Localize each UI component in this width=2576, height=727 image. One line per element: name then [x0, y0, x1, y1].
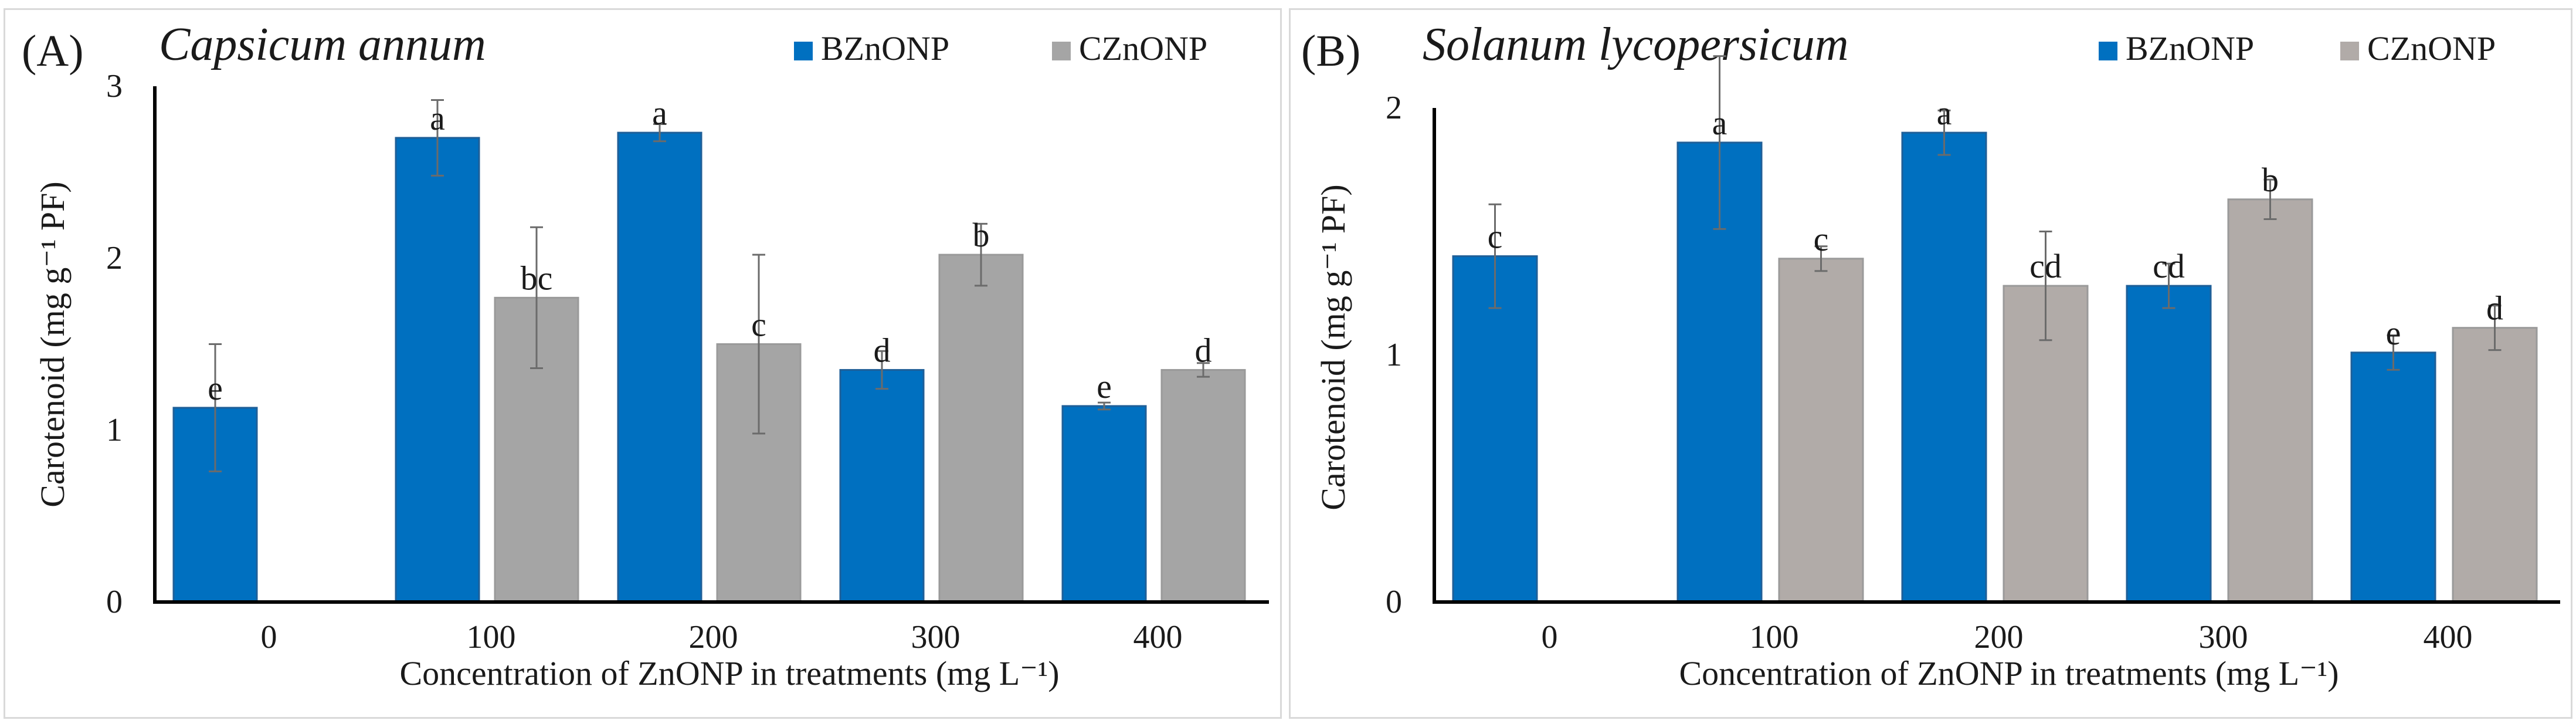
x-tick-label-a-4: 400 [1133, 619, 1183, 655]
y-tick-label-a-1: 1 [106, 412, 123, 448]
y-tick-label-b-2: 2 [1386, 90, 1402, 126]
bar-b-1-3 [2227, 198, 2313, 603]
legend-swatch-a-0 [794, 42, 813, 60]
significance-label-b-0-2: a [1937, 94, 1952, 132]
significance-label-b-0-3: cd [2153, 247, 2185, 285]
significance-label-b-0-0: c [1488, 218, 1503, 256]
panel-tag-b: (B) [1301, 26, 1360, 76]
x-axis-title-a: Concentration of ZnONP in treatments (mg… [399, 654, 1059, 692]
y-tick-label-b-0: 0 [1386, 584, 1402, 620]
significance-label-a-0-4: e [1097, 367, 1112, 405]
bar-b-1-1 [1778, 258, 1864, 603]
bar-a-0-3 [839, 368, 925, 603]
bar-b-1-4 [2452, 327, 2538, 603]
chart-title-a: Capsicum annum [159, 19, 486, 70]
y-tick-label-b-1: 1 [1386, 337, 1402, 373]
x-axis-title-b: Concentration of ZnONP in treatments (mg… [1679, 654, 2339, 692]
x-tick-label-a-0: 0 [261, 619, 277, 655]
x-tick-label-b-1: 100 [1750, 619, 1799, 655]
bar-a-0-2 [617, 131, 702, 603]
y-tick-label-a-3: 3 [106, 68, 123, 104]
bar-b-0-4 [2350, 351, 2436, 603]
bar-a-1-4 [1160, 368, 1246, 603]
legend-label-a-1: CZnONP [1079, 29, 1207, 67]
significance-label-a-0-2: a [652, 94, 667, 132]
legend-swatch-b-0 [2099, 42, 2117, 60]
significance-label-b-1-2: cd [2029, 247, 2062, 285]
bar-a-0-1 [395, 137, 480, 603]
panel-tag-a: (A) [22, 26, 84, 76]
significance-label-a-0-0: e [208, 369, 223, 407]
y-tick-label-a-0: 0 [106, 584, 123, 620]
legend-label-b-1: CZnONP [2367, 29, 2496, 67]
x-tick-label-a-2: 200 [689, 619, 738, 655]
y-axis-title-a: Carotenoid (mg g⁻¹ PF) [33, 181, 72, 507]
bar-a-1-3 [938, 253, 1024, 603]
legend-label-a-0: BZnONP [821, 29, 949, 67]
significance-label-b-1-3: b [2262, 161, 2279, 199]
significance-label-b-0-1: a [1712, 104, 1727, 142]
significance-label-b-0-4: e [2386, 314, 2401, 352]
significance-label-a-1-2: c [751, 306, 766, 344]
x-tick-label-b-0: 0 [1542, 619, 1558, 655]
x-tick-label-b-3: 300 [2199, 619, 2248, 655]
chart-a: (A) Capsicum annum BZnONP CZnONP0123e0abc10… [22, 19, 1269, 692]
significance-label-a-1-3: b [973, 216, 990, 254]
x-tick-label-a-1: 100 [467, 619, 516, 655]
legend-swatch-b-1 [2340, 42, 2359, 60]
significance-label-a-0-3: d [874, 331, 891, 369]
chart-b: (B) Solanum lycopersicum BZnONP CZnONP 0 1 2 c 0… [1301, 19, 2560, 692]
significance-label-b-1-4: d [2486, 289, 2503, 327]
y-tick-label-a-2: 2 [106, 240, 123, 276]
bar-b-0-3 [2126, 285, 2212, 603]
x-tick-label-b-2: 200 [1974, 619, 2024, 655]
significance-label-a-1-4: d [1195, 331, 1212, 369]
significance-label-a-0-1: a [430, 99, 445, 137]
bar-a-0-4 [1061, 405, 1147, 603]
chart-panel-a: (A) Capsicum annum BZnONP CZnONP 0 1 2 3 e 0 a bc 10… [4, 8, 1282, 719]
bar-b-0-2 [1901, 131, 1987, 603]
x-tick-label-b-4: 400 [2424, 619, 2473, 655]
chart-panel-b: (B) Solanum lycopersicum BZnONP CZnONP 0 1 2 c 0… [1289, 8, 2572, 719]
legend-label-b-0: BZnONP [2126, 29, 2254, 67]
y-axis-title-b: Carotenoid (mg g⁻¹ PF) [1314, 184, 1352, 510]
significance-label-a-1-1: bc [521, 259, 553, 297]
chart-title-b: Solanum lycopersicum [1423, 19, 1849, 70]
significance-label-b-1-1: c [1814, 220, 1829, 258]
legend-swatch-a-1 [1052, 42, 1071, 60]
x-tick-label-a-3: 300 [911, 619, 961, 655]
